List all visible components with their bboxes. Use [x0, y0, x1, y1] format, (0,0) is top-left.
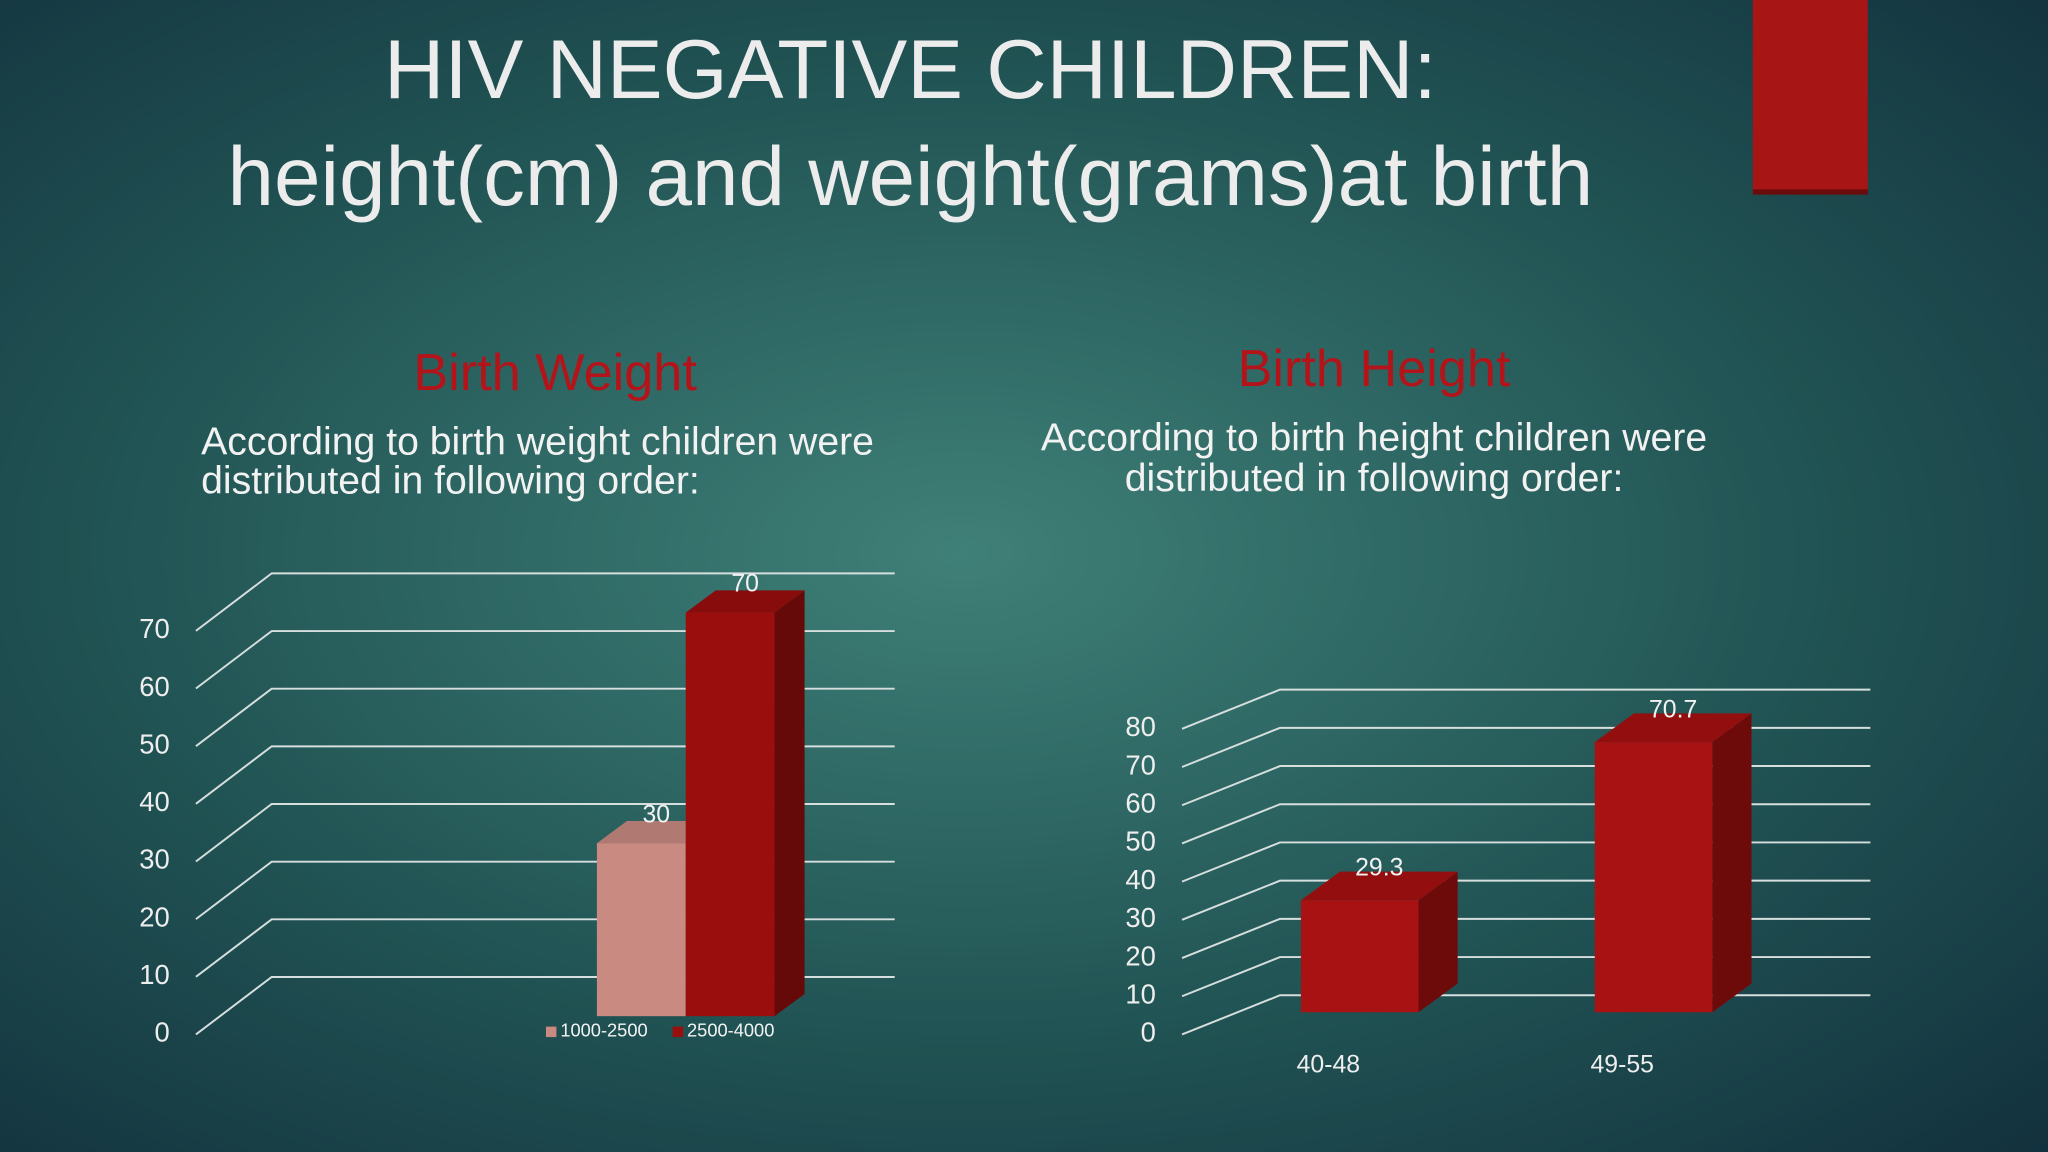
slide-title: height(cm) and weight(grams)at birth	[228, 129, 1594, 223]
bar-side-shade	[774, 590, 805, 1017]
chart-title: Birth Height	[1238, 340, 1511, 398]
y-tick-label: 50	[1125, 826, 1155, 857]
bar-top	[685, 590, 805, 613]
y-tick-label: 10	[1125, 978, 1155, 1009]
x-tick-label: 49-55	[1590, 1051, 1653, 1078]
y-tick-label: 30	[1125, 902, 1155, 933]
y-tick-label: 0	[1141, 1017, 1156, 1048]
legend-label: 1000-2500	[560, 1020, 647, 1041]
y-tick-label: 70	[139, 613, 169, 644]
y-tick-label: 50	[139, 728, 169, 759]
y-tick-label: 60	[1125, 787, 1155, 818]
chart-subtitle: distributed in following order:	[201, 460, 700, 503]
data-label: 70.7	[1649, 696, 1697, 723]
grid-line	[1181, 688, 1871, 730]
bar-side	[774, 590, 805, 1017]
data-label: 30	[643, 801, 671, 828]
y-tick-label: 20	[1125, 940, 1155, 971]
accent-block	[1752, 0, 1868, 192]
y-tick-label: 0	[155, 1017, 170, 1048]
bar-top	[1300, 871, 1458, 901]
chart-subtitle: According to birth weight children were	[201, 420, 874, 463]
bar	[685, 612, 775, 1017]
y-tick-label: 70	[1125, 749, 1155, 780]
y-tick-label: 10	[139, 959, 169, 990]
slide-title: HIV NEGATIVE CHILDREN:	[384, 22, 1437, 116]
data-label: 70	[731, 571, 759, 598]
y-tick-label: 80	[1125, 711, 1155, 742]
data-label: 29.3	[1355, 855, 1403, 882]
bar	[1300, 900, 1419, 1013]
y-tick-label: 20	[139, 901, 169, 932]
chart-title: Birth Weight	[413, 344, 697, 402]
x-tick-label: 40-48	[1297, 1051, 1360, 1078]
bar-top	[1594, 713, 1752, 743]
bar-side	[1418, 871, 1458, 1013]
grid-line	[195, 572, 895, 632]
bar	[596, 843, 686, 1017]
legend-label: 2500-4000	[687, 1020, 774, 1041]
bar-side-shade	[1712, 713, 1752, 1013]
bar-side	[1712, 713, 1752, 1013]
y-tick-label: 40	[139, 786, 169, 817]
bar-top-shade	[1594, 713, 1752, 743]
legend-swatch	[672, 1026, 684, 1038]
bar-side-shade	[1418, 871, 1458, 1013]
bar-top-shade	[1300, 871, 1458, 901]
bar	[1594, 742, 1713, 1013]
y-tick-label: 40	[1125, 864, 1155, 895]
bar-top-shade	[685, 590, 805, 613]
chart-subtitle: distributed in following order:	[1125, 457, 1624, 500]
y-tick-label: 30	[139, 844, 169, 875]
y-tick-label: 60	[139, 671, 169, 702]
legend-swatch	[545, 1026, 557, 1038]
chart-subtitle: According to birth height children were	[1041, 417, 1707, 460]
accent-shadow	[1752, 189, 1868, 195]
